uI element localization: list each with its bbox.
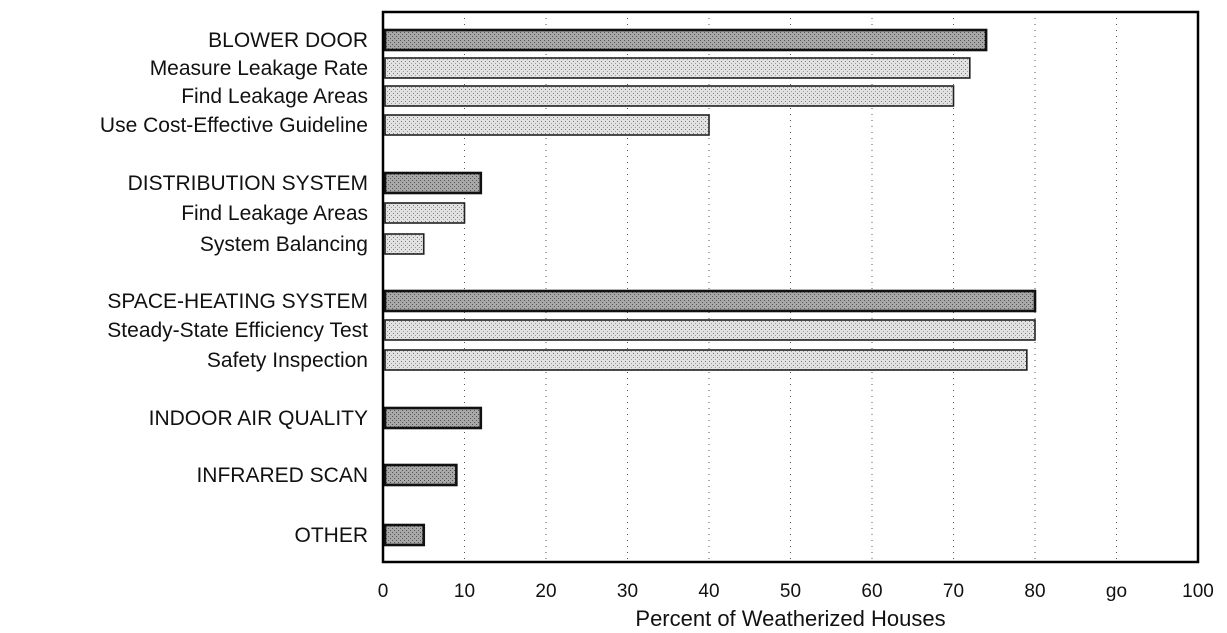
x-tick-label: 10 [454, 581, 475, 602]
subcategory-label: Safety Inspection [207, 349, 368, 372]
bar [384, 202, 466, 224]
x-tick-label: go [1106, 581, 1127, 602]
subcategory-label: Measure Leakage Rate [150, 57, 368, 80]
subcategory-label: Use Cost-Effective Guideline [100, 114, 368, 137]
x-tick-label: 20 [535, 581, 556, 602]
bar [383, 406, 483, 430]
bar [383, 28, 988, 52]
x-tick-label: 30 [617, 581, 638, 602]
x-tick-label: 100 [1182, 581, 1214, 602]
bar [384, 233, 425, 255]
subcategory-label: Steady-State Efficiency Test [107, 319, 368, 342]
x-tick-labels: 0 10 20 30 40 50 60 70 80 go 100 [378, 581, 1214, 602]
subcategory-label: Find Leakage Areas [181, 85, 368, 108]
category-label: OTHER [295, 524, 369, 547]
subcategory-label: Find Leakage Areas [181, 202, 368, 225]
plot-frame [381, 10, 1200, 564]
category-label: INFRARED SCAN [196, 464, 368, 487]
bar [384, 85, 955, 107]
category-label: DISTRIBUTION SYSTEM [128, 172, 368, 195]
x-tick-label: 40 [698, 581, 719, 602]
x-tick-label: 0 [378, 581, 389, 602]
category-label: SPACE-HEATING SYSTEM [107, 290, 368, 313]
category-label: BLOWER DOOR [208, 29, 368, 52]
x-tick-label: 50 [780, 581, 801, 602]
bars [383, 28, 1037, 547]
x-axis-title: Percent of Weatherized Houses [635, 606, 945, 631]
bar [383, 463, 458, 487]
bar [384, 349, 1028, 371]
x-tick-label: 60 [861, 581, 882, 602]
bar [384, 114, 710, 136]
bar [384, 57, 971, 79]
x-tick-label: 80 [1024, 581, 1045, 602]
category-labels: BLOWER DOOR Measure Leakage Rate Find Leak… [100, 29, 368, 547]
bar [384, 319, 1036, 341]
bar [383, 289, 1037, 313]
subcategory-label: System Balancing [200, 233, 368, 256]
bar [383, 171, 483, 195]
x-tick-label: 70 [943, 581, 964, 602]
bar [383, 523, 426, 547]
category-label: INDOOR AIR QUALITY [149, 407, 368, 430]
